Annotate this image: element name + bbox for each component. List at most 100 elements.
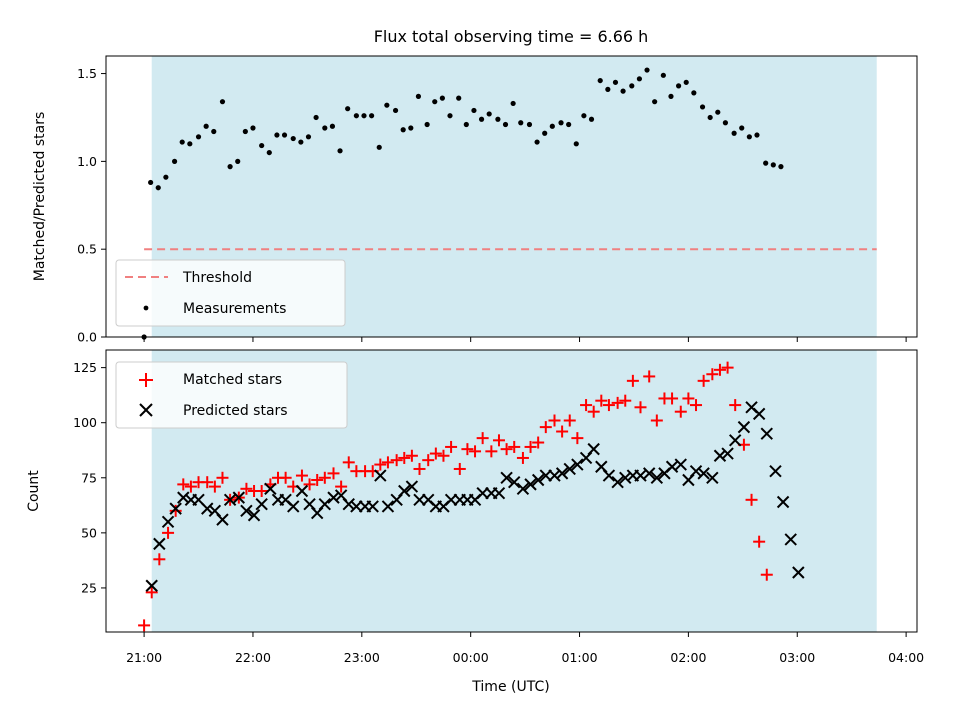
measurement-point — [478, 116, 485, 122]
matched-star-marker — [318, 471, 331, 484]
chart-title: Flux total observing time = 6.66 h — [374, 27, 649, 46]
measurement-point — [305, 134, 312, 140]
x-tick-label: 21:00 — [126, 650, 162, 665]
predicted-star-marker-b — [287, 500, 300, 513]
measurement-point — [259, 142, 265, 149]
measurement-point — [486, 111, 492, 117]
predicted-star-marker-b — [728, 434, 742, 447]
matched-star-marker — [539, 421, 552, 434]
measurement-point — [195, 134, 202, 140]
matched-star-marker — [398, 451, 411, 464]
measurement-point — [644, 67, 650, 73]
measurement-point — [502, 121, 509, 128]
matched-star-marker — [650, 414, 663, 427]
predicted-star-marker-b — [784, 533, 797, 546]
matched-star-marker — [335, 480, 348, 493]
measurement-point — [392, 107, 399, 114]
top-y-tick-label: 1.5 — [77, 66, 97, 81]
predicted-star-marker — [784, 533, 797, 546]
predicted-star-marker-b — [201, 502, 214, 515]
matched-star-marker — [453, 462, 466, 475]
measurement-point — [187, 141, 193, 147]
predicted-star-marker-b — [563, 462, 576, 476]
measurement-point — [549, 123, 555, 129]
measurement-point — [668, 93, 674, 99]
matched-star-marker — [745, 493, 758, 506]
predicted-star-marker-b — [366, 500, 379, 513]
matched-star-marker — [255, 485, 268, 497]
matched-star-marker — [177, 478, 190, 491]
measurement-point — [770, 162, 776, 168]
measurement-point — [573, 141, 579, 147]
predicted-star-marker-b — [697, 467, 710, 480]
measurement-point — [400, 127, 406, 133]
matched-star-marker — [666, 392, 679, 405]
predicted-star-marker-b — [650, 471, 664, 484]
matched-star-marker — [697, 374, 710, 387]
legend-predicted-label: Predicted stars — [183, 403, 288, 419]
measurement-point — [313, 114, 319, 121]
predicted-star-marker — [776, 495, 790, 509]
measurement-point — [510, 100, 516, 107]
predicted-star-marker-b — [760, 427, 773, 440]
predicted-star-marker — [216, 513, 229, 526]
matched-star-marker — [602, 399, 615, 412]
predicted-star-marker-b — [342, 498, 355, 511]
matched-star-marker — [476, 432, 489, 445]
predicted-star-marker-b — [223, 493, 237, 507]
measurement-point — [298, 139, 304, 145]
top-legend-box — [115, 259, 346, 327]
measurement-point — [361, 113, 367, 119]
matched-star-marker — [706, 368, 719, 381]
matched-star-marker — [580, 399, 593, 412]
measurement-point — [534, 139, 540, 145]
matched-star-marker — [405, 449, 418, 462]
predicted-star-marker-b — [334, 489, 348, 502]
predicted-star-marker-b — [555, 467, 569, 480]
measurement-point — [566, 121, 572, 128]
predicted-star-marker — [232, 491, 246, 504]
top-panel: 0.0 0.5 1.0 1.5 Matched/Predicted stars Thr… — [32, 55, 918, 345]
predicted-star-marker — [500, 471, 513, 484]
predicted-star-marker-b — [508, 475, 521, 489]
predicted-star-marker — [531, 473, 545, 487]
predicted-star-marker — [201, 502, 214, 515]
measurement-point — [612, 79, 619, 85]
measurement-point — [171, 158, 178, 164]
legend-threshold-label: Threshold — [182, 270, 252, 286]
predicted-star-marker-b — [240, 504, 253, 518]
predicted-star-marker — [737, 420, 751, 434]
matched-star-marker — [548, 414, 561, 427]
measurement-point — [699, 104, 706, 110]
x-tick-label: 02:00 — [670, 650, 706, 665]
predicted-star-marker — [642, 467, 656, 480]
matched-star-marker — [169, 504, 182, 517]
predicted-star-marker — [240, 504, 253, 518]
predicted-star-marker — [611, 475, 624, 489]
matched-star-marker — [721, 361, 734, 374]
predicted-star-marker — [706, 471, 719, 484]
measurement-point — [456, 95, 462, 101]
predicted-star-marker-b — [177, 491, 190, 504]
predicted-star-marker — [381, 500, 395, 513]
bottom-x-ticks: 21:00 22:00 23:00 00:00 01:00 02:00 03:00 04:00 — [126, 632, 924, 665]
matched-star-marker — [311, 473, 324, 486]
legend-predicted-swatch — [139, 403, 153, 417]
measurement-point — [329, 123, 336, 129]
legend-matched-label: Matched stars — [183, 372, 282, 388]
bottom-y-axis-label: Count — [26, 470, 42, 512]
matched-star-marker — [500, 443, 513, 456]
matched-star-marker — [674, 405, 687, 418]
predicted-star-marker — [524, 478, 537, 491]
measurement-point — [463, 121, 469, 128]
matched-star-marker — [690, 399, 703, 412]
predicted-star-marker-b — [422, 493, 435, 507]
predicted-star-marker-b — [500, 471, 513, 484]
predicted-star-marker — [398, 484, 411, 498]
measurement-point — [707, 114, 713, 121]
matched-star-marker — [327, 467, 340, 480]
matched-star-marker — [422, 454, 435, 467]
measurement-point — [163, 174, 169, 180]
bottom-y-tick-label: 25 — [81, 580, 97, 595]
measurement-point — [597, 77, 603, 84]
